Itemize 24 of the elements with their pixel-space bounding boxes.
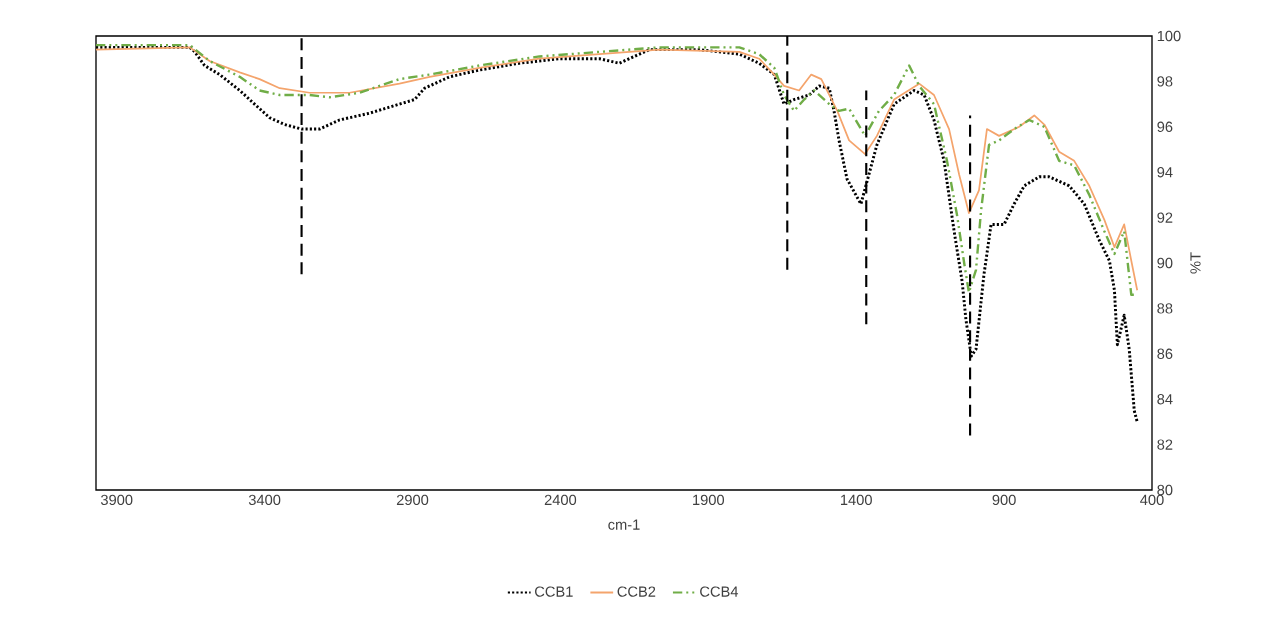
y-tick-label: 94 (1157, 167, 1173, 178)
x-tick-label: 400 (1140, 494, 1164, 506)
y-tick-label: 80 (1157, 484, 1173, 496)
legend-label: CCB4 (700, 586, 739, 597)
y-tick-label: 84 (1157, 394, 1173, 405)
x-tick-label: 3400 (248, 494, 281, 506)
x-tick-label: 3900 (100, 494, 133, 506)
y-tick-label: 86 (1157, 348, 1173, 359)
x-tick-label: 2900 (396, 494, 429, 506)
x-tick-label: 900 (992, 494, 1016, 506)
y-tick-label: 96 (1157, 121, 1173, 132)
y-tick-label: 82 (1157, 439, 1173, 450)
y-tick-label: 88 (1157, 303, 1173, 314)
x-tick-label: 2400 (544, 494, 577, 506)
legend-label: CCB2 (617, 586, 656, 597)
x-tick-label: 1400 (840, 494, 872, 506)
legend-label: CCB1 (535, 586, 573, 597)
x-axis-title: cm-1 (608, 519, 640, 530)
y-tick-label: 98 (1157, 76, 1173, 87)
x-tick-label: 1900 (693, 494, 725, 506)
y-tick-label: 92 (1157, 212, 1173, 223)
y-tick-label: 100 (1157, 30, 1181, 42)
y-axis-title: %T (1190, 252, 1201, 274)
y-tick-label: 90 (1157, 257, 1173, 269)
